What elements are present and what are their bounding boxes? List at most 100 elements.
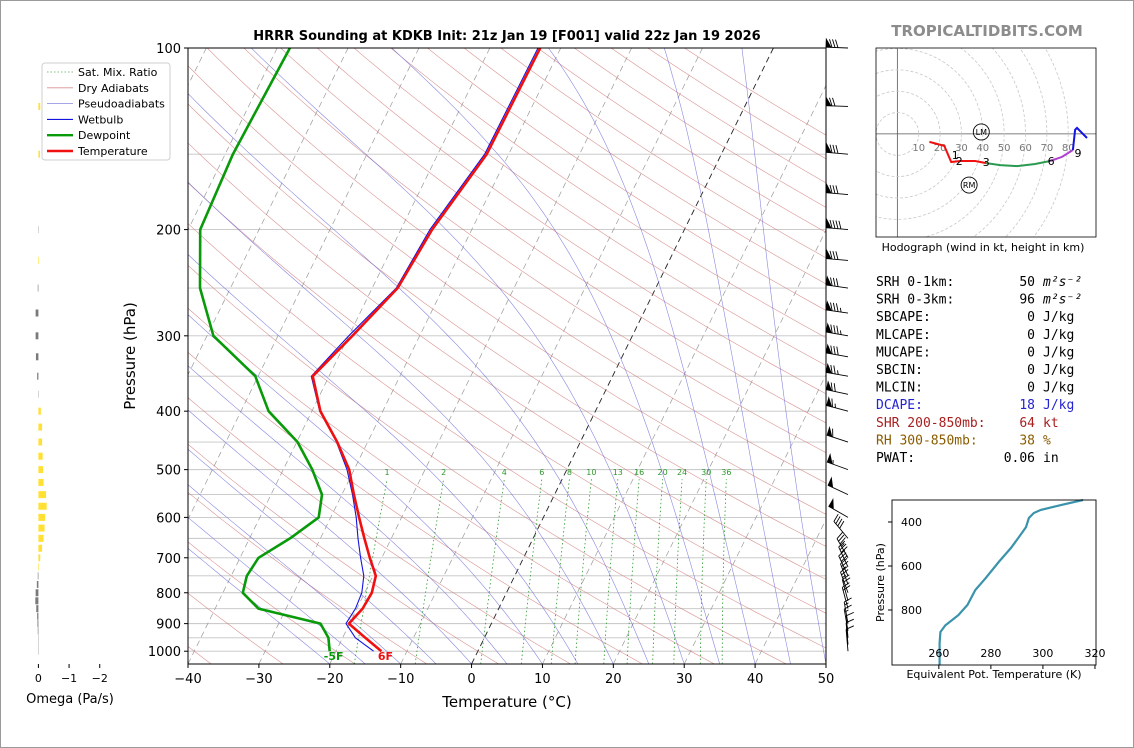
isotherm <box>754 518 826 664</box>
wind-barb <box>825 362 849 377</box>
stat-label: SBCIN: <box>876 363 923 378</box>
hodo-ring-label: 40 <box>976 143 989 154</box>
legend-label: Dewpoint <box>78 129 131 142</box>
dry-adiabat <box>188 397 571 664</box>
dry-adiabat <box>188 103 826 547</box>
hodo-ring-label: 10 <box>912 143 925 154</box>
wind-barb <box>841 574 851 601</box>
dry-adiabat <box>500 48 826 259</box>
mixing-ratio-label: 6 <box>539 468 544 477</box>
omega-bar <box>38 502 47 510</box>
dry-adiabat <box>647 48 826 160</box>
x-tick-label: 30 <box>676 672 693 687</box>
stat-value: 0 <box>1027 345 1035 360</box>
stat-value: 0 <box>1027 328 1035 343</box>
mixing-ratio-line <box>673 479 683 664</box>
surface-label: 6F <box>378 650 393 663</box>
wind-barb <box>828 497 849 518</box>
legend-label: Sat. Mix. Ratio <box>78 66 158 79</box>
dry-adiabat <box>188 223 826 649</box>
mixing-ratio-label: 8 <box>567 468 572 477</box>
y-tick-label: 400 <box>156 405 181 420</box>
dry-adiabat <box>280 48 826 424</box>
height-label: 9 <box>1075 147 1082 160</box>
isotherm <box>258 48 562 664</box>
height-label: 1 <box>952 149 959 162</box>
profile-line <box>198 48 331 652</box>
profile-line <box>311 48 542 653</box>
stat-value: 38 <box>1019 433 1035 448</box>
height-label: 3 <box>983 156 990 169</box>
pseudoadiabat <box>188 365 508 664</box>
theta-e-frame <box>891 499 1097 666</box>
x-tick-label: 0 <box>467 672 475 687</box>
y-tick-label: 600 <box>156 511 181 526</box>
mixing-ratio-line <box>353 479 388 664</box>
wind-barb <box>825 218 849 231</box>
x-tick-label: 300 <box>1032 647 1053 660</box>
stat-label: MLCIN: <box>876 381 923 396</box>
pseudoadiabat <box>391 48 720 664</box>
dry-adiabat <box>610 48 826 184</box>
dry-adiabat <box>188 182 826 614</box>
dry-adiabat <box>188 307 715 664</box>
y-axis-label: Pressure (hPa) <box>874 543 887 622</box>
hodo-ring-label: 70 <box>1041 143 1054 154</box>
y-tick-label: 100 <box>156 42 181 57</box>
wind-barb <box>845 625 854 652</box>
dry-adiabat <box>188 65 826 515</box>
dry-adiabat <box>353 48 826 366</box>
wind-barb <box>838 540 849 568</box>
stat-unit: J/kg <box>1043 381 1074 396</box>
hodo-ring-label: 50 <box>998 143 1011 154</box>
stat-value: 64 <box>1019 416 1035 431</box>
skewt-plot-area <box>188 48 826 664</box>
omega-bar <box>35 332 39 340</box>
wind-barb <box>825 343 849 358</box>
dry-adiabat <box>188 142 826 580</box>
omega-bar <box>38 452 43 460</box>
isotherm <box>188 48 420 521</box>
mixing-ratio-label: 30 <box>701 468 711 477</box>
mixing-ratio-line <box>574 479 592 664</box>
plot-frame <box>187 47 827 665</box>
x-tick-label: 320 <box>1084 647 1105 660</box>
omega-bar <box>38 491 47 499</box>
dry-adiabat <box>427 48 826 311</box>
legend-label: Wetbulb <box>78 113 123 126</box>
omega-bar <box>37 612 39 620</box>
y-tick-label: 400 <box>901 516 922 529</box>
stat-label: PWAT: <box>876 451 915 466</box>
x-tick-label: −30 <box>245 672 272 687</box>
mixing-ratio-label: 1 <box>385 468 390 477</box>
x-tick-label: 0 <box>35 672 42 685</box>
isotherm <box>188 48 278 231</box>
wind-barb <box>841 582 851 609</box>
wind-barb <box>825 249 849 261</box>
wind-barb <box>840 566 849 593</box>
y-tick-label: 1000 <box>148 645 181 660</box>
stat-unit: m²s⁻² <box>1042 275 1082 290</box>
omega-bar <box>37 627 39 635</box>
storm-motion-marker <box>972 123 990 141</box>
mixing-ratio-label: 2 <box>441 468 446 477</box>
legend-label: Dry Adiabats <box>78 82 149 95</box>
omega-bar <box>37 284 39 292</box>
omega-bar <box>38 544 43 552</box>
wind-barb <box>840 558 849 585</box>
pseudoadiabat <box>251 48 685 664</box>
hodo-ring <box>972 48 1026 237</box>
x-tick-label: 260 <box>928 647 949 660</box>
dry-adiabat <box>464 48 826 285</box>
surface-label: -5F <box>324 650 344 663</box>
dry-adiabat <box>390 48 826 338</box>
mixing-ratio-label: 10 <box>586 468 596 477</box>
x-axis-label: Equivalent Pot. Temperature (K) <box>906 668 1081 681</box>
mixing-ratio-line <box>480 479 505 664</box>
mixing-ratio-line <box>721 479 727 664</box>
mixing-ratio-label: 16 <box>634 468 644 477</box>
hodo-ring <box>1033 48 1069 237</box>
hodo-ring-label: 60 <box>1019 143 1032 154</box>
stat-value: 0.06 <box>1004 451 1035 466</box>
